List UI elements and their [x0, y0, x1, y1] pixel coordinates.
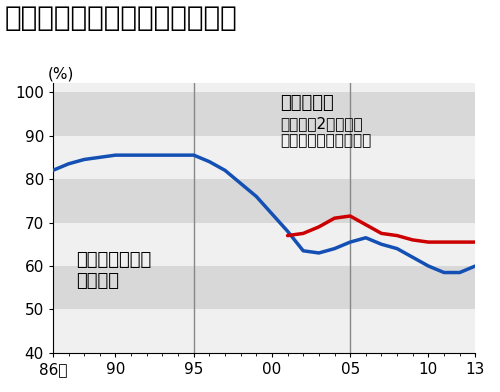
Bar [53, 223, 476, 266]
Text: 国民年金保険料
の納付率: 国民年金保険料 の納付率 [76, 251, 152, 290]
Text: 最終納付率: 最終納付率 [280, 94, 334, 112]
Bar [53, 136, 476, 179]
Bar [53, 49, 476, 92]
Text: 国民年金の保険料納付率の推移: 国民年金の保険料納付率の推移 [5, 4, 238, 32]
Bar [53, 310, 476, 353]
Text: 納期から2年以内の
後払い分を含めたもの: 納期から2年以内の 後払い分を含めたもの [280, 116, 371, 149]
Text: (%): (%) [48, 66, 74, 81]
